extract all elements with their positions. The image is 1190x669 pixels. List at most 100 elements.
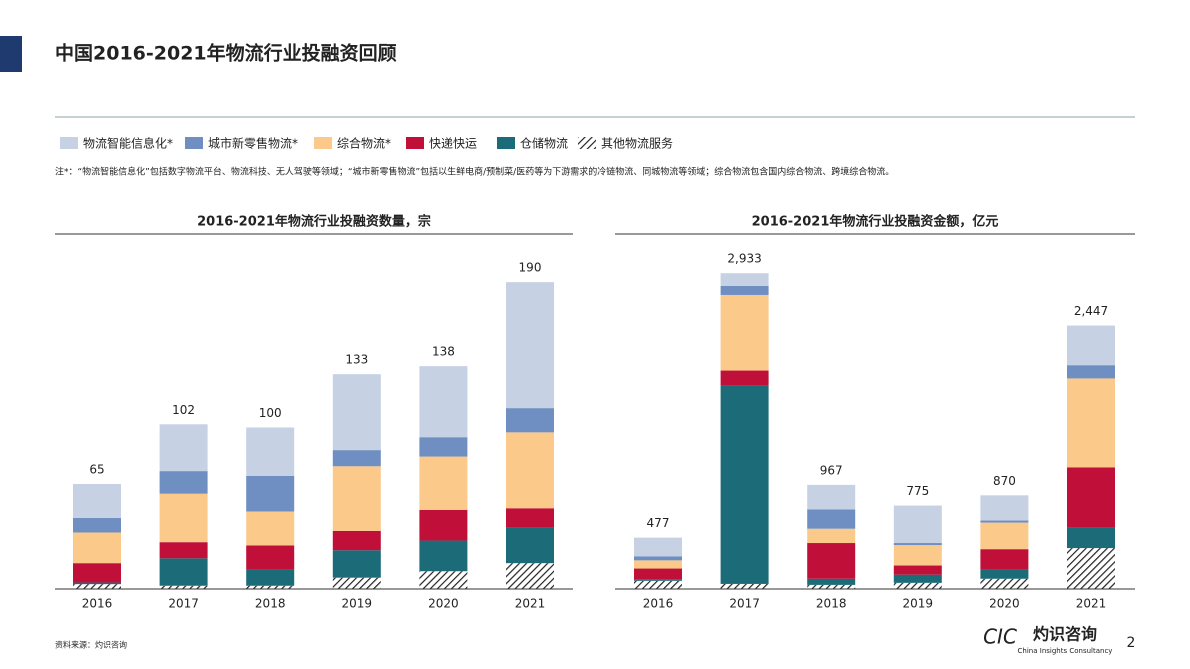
bar-segment [159,585,208,589]
legend-label: 快递快运 [429,137,477,151]
bar-segment [634,537,682,557]
legend-swatch [185,137,203,149]
bar-segment [73,517,121,533]
total-label: 2,447 [1074,304,1108,318]
bar-segment [419,437,468,457]
bar-segment [73,582,121,585]
bar-segment [506,527,554,564]
total-label: 65 [89,463,104,477]
legend-label: 其他物流服务 [601,136,673,151]
legend-swatch [497,137,515,149]
bar-segment [419,456,468,510]
legend-swatch [406,137,424,149]
bar-segment [1067,325,1115,366]
bar-segment [246,585,295,589]
bar-segment [634,568,682,580]
x-tick-label: 2016 [643,597,674,611]
bar-segment [807,528,856,544]
bar-segment [332,530,381,551]
bar-segment [332,577,381,589]
bar-segment [1067,548,1115,589]
bar-segment [893,565,942,575]
bar-segment [506,563,554,589]
bar-segment [634,556,682,561]
x-tick-label: 2020 [989,597,1020,611]
x-tick-label: 2020 [428,597,459,611]
bar-segment [506,508,554,528]
total-label: 870 [993,474,1016,488]
total-label: 477 [647,516,670,530]
bar-segment [720,273,769,286]
bar-segment [246,475,295,512]
bar-segment [980,520,1029,523]
total-label: 138 [432,345,455,359]
bar-segment [807,484,856,510]
bar-segment [720,385,769,584]
bar-segment [807,509,856,529]
x-tick-label: 2019 [342,597,373,611]
total-label: 2,933 [727,252,761,266]
bar-segment [634,560,682,569]
bar-segment [419,571,468,589]
bar-segment [159,558,208,586]
legend-swatch [578,137,596,149]
total-label: 190 [519,261,542,275]
bar-segment [73,484,121,518]
bar-segment [159,424,208,472]
slide-title: 中国2016-2021年物流行业投融资回顾 [55,42,397,65]
bar-segment [246,511,295,546]
bar-segment [980,569,1029,579]
bar-segment [332,374,381,451]
bar-segment [246,545,295,570]
bar-segment [893,574,942,583]
legend-label: 城市新零售物流* [208,136,298,151]
total-label: 102 [172,403,195,417]
bar-segment [807,578,856,585]
x-tick-label: 2021 [1076,597,1107,611]
x-tick-label: 2021 [515,597,546,611]
note: 注*：“物流智能信息化”包括数字物流平台、物流科技、无人驾驶等领域；“城市新零售… [55,166,894,178]
bar-segment [720,294,769,371]
x-tick-label: 2017 [168,597,199,611]
bar-segment [419,509,468,541]
logo-english: China Insights Consultancy [1018,647,1113,655]
bar-segment [980,495,1029,521]
x-tick-label: 2019 [903,597,934,611]
legend-label: 仓储物流 [520,136,568,151]
total-label: 775 [906,484,929,498]
bar-segment [980,549,1029,570]
legend-swatch [314,137,332,149]
legend-label: 综合物流* [337,136,391,151]
title-accent [0,36,22,72]
page-number: 2 [1127,635,1136,651]
bar-segment [419,540,468,572]
bar-segment [246,427,295,476]
bar-segment [807,584,856,589]
bar-segment [893,582,942,589]
bar-segment [980,578,1029,589]
bar-segment [720,285,769,295]
bar-segment [1067,378,1115,468]
bar-segment [332,466,381,531]
bar-segment [506,282,554,409]
bar-segment [1067,467,1115,528]
bar-segment [980,522,1029,550]
source: 资料来源：灼识咨询 [55,640,127,650]
bar-segment [634,580,682,589]
bar-segment [893,545,942,566]
x-tick-label: 2018 [255,597,286,611]
logo-mark: CIC [983,625,1017,649]
chart-title: 2016-2021年物流行业投融资金额，亿元 [752,214,999,230]
x-tick-label: 2018 [816,597,847,611]
bar-segment [893,543,942,546]
bar-segment [332,550,381,578]
total-label: 133 [345,353,368,367]
x-tick-label: 2017 [729,597,760,611]
bar-segment [506,432,554,509]
bar-segment [893,505,942,544]
bar-segment [1067,365,1115,379]
total-label: 100 [259,406,282,420]
chart-title: 2016-2021年物流行业投融资数量，宗 [197,214,431,230]
bar-segment [807,543,856,579]
